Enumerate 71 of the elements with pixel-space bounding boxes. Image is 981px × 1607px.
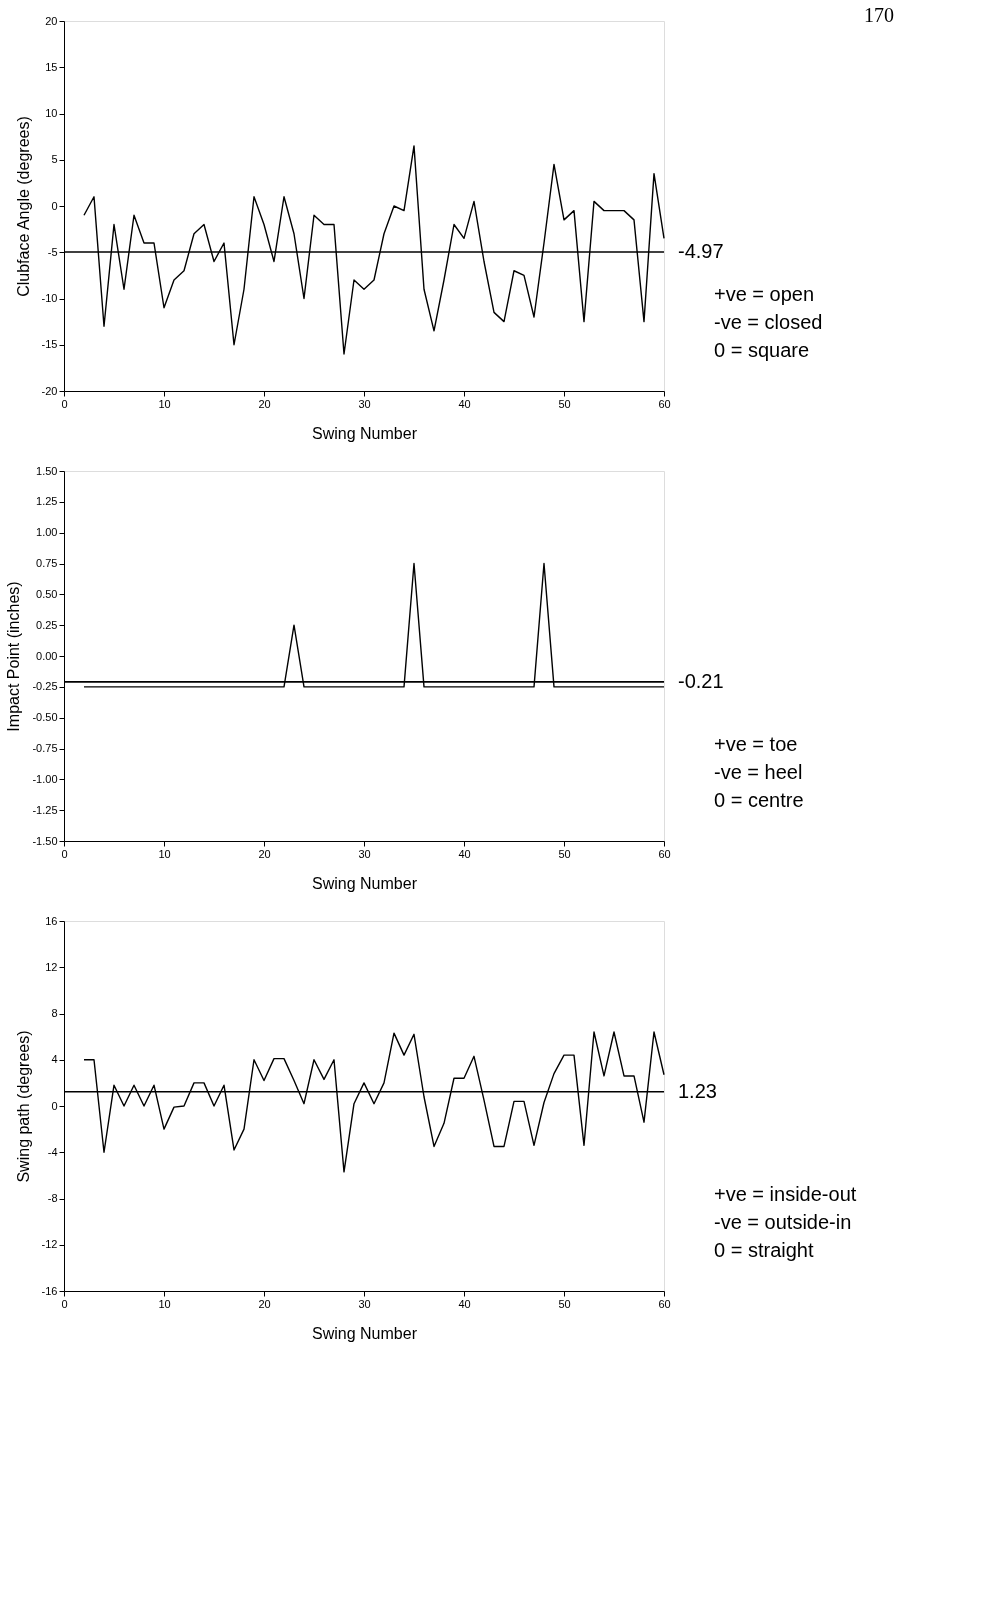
x-tick-label: 10 — [158, 397, 171, 410]
y-tick-label: 12 — [45, 960, 58, 973]
x-tick-label: 0 — [61, 1297, 68, 1310]
text: +ve = inside-out — [714, 1182, 857, 1205]
x-tick-label: 0 — [61, 847, 68, 860]
x-tick-label: 50 — [558, 847, 571, 860]
y-tick-label: -15 — [41, 338, 58, 351]
x-tick-label: 30 — [358, 397, 371, 410]
x-tick-label: 0 — [61, 397, 68, 410]
text: 0 = square — [714, 338, 810, 361]
x-axis-title: Swing Number — [312, 424, 418, 442]
x-axis-title: Swing Number — [312, 874, 418, 892]
y-tick-label: 0.75 — [36, 557, 58, 569]
y-tick-label: 8 — [51, 1007, 58, 1019]
y-tick-label: -0.75 — [32, 742, 58, 754]
x-tick-label: 50 — [558, 1297, 571, 1310]
y-tick-label: 15 — [45, 60, 58, 73]
y-axis-title: Impact Point (inches) — [5, 581, 23, 732]
ref-line-label: -4.97 — [678, 239, 724, 262]
x-tick-label: 10 — [158, 847, 171, 860]
y-tick-label: -0.25 — [32, 680, 58, 693]
y-tick-label: -20 — [41, 384, 58, 397]
text: 170 — [864, 4, 894, 26]
text: -ve = outside-in — [714, 1210, 852, 1233]
x-tick-label: 50 — [558, 397, 571, 410]
text: 0 = centre — [714, 788, 804, 811]
ref-line-label: -0.21 — [678, 669, 724, 692]
x-tick-label: 30 — [358, 1297, 371, 1310]
x-tick-label: 40 — [458, 1297, 471, 1310]
y-tick-label: 1.00 — [36, 526, 58, 539]
y-axis-title: Swing path (degrees) — [14, 1030, 32, 1183]
text: 0 = straight — [714, 1238, 814, 1261]
y-tick-label: 20 — [45, 14, 58, 27]
y-tick-label: 1.50 — [36, 464, 58, 477]
y-tick-label: -10 — [41, 292, 58, 304]
y-tick-label: 1.25 — [36, 495, 58, 508]
y-tick-label: 4 — [51, 1053, 58, 1066]
y-tick-label: 0.25 — [36, 618, 58, 631]
x-tick-label: 20 — [258, 397, 271, 410]
y-tick-label: -1.25 — [32, 803, 58, 816]
y-tick-label: 5 — [51, 153, 58, 166]
y-tick-label: 0.50 — [36, 587, 58, 600]
y-tick-label: -1.00 — [32, 772, 58, 785]
y-tick-label: -4 — [47, 1145, 58, 1158]
x-tick-label: 20 — [258, 847, 271, 860]
y-tick-label: -16 — [41, 1284, 58, 1297]
y-tick-label: -8 — [47, 1192, 58, 1204]
text: -ve = closed — [714, 310, 823, 333]
x-tick-label: 60 — [658, 397, 671, 410]
y-tick-label: 0 — [51, 1099, 58, 1112]
y-axis-title: Clubface Angle (degrees) — [14, 116, 32, 297]
ref-line-label: 1.23 — [678, 1079, 717, 1102]
y-tick-label: -12 — [41, 1238, 58, 1251]
y-tick-label: 16 — [45, 914, 58, 927]
y-tick-label: 0 — [51, 199, 58, 212]
y-tick-label: 0.00 — [36, 649, 58, 662]
x-tick-label: 40 — [458, 847, 471, 860]
text: +ve = toe — [714, 732, 798, 755]
x-tick-label: 30 — [358, 847, 371, 860]
x-tick-label: 10 — [158, 1297, 171, 1310]
x-tick-label: 60 — [658, 1297, 671, 1310]
y-tick-label: -1.50 — [32, 834, 58, 847]
x-tick-label: 20 — [258, 1297, 271, 1310]
text: +ve = open — [714, 282, 815, 305]
y-tick-label: 10 — [45, 107, 58, 119]
x-tick-label: 40 — [458, 397, 471, 410]
y-tick-label: -5 — [47, 245, 58, 258]
x-axis-title: Swing Number — [312, 1324, 418, 1342]
x-tick-label: 60 — [658, 847, 671, 860]
text: -ve = heel — [714, 760, 803, 783]
y-tick-label: -0.50 — [32, 711, 58, 724]
